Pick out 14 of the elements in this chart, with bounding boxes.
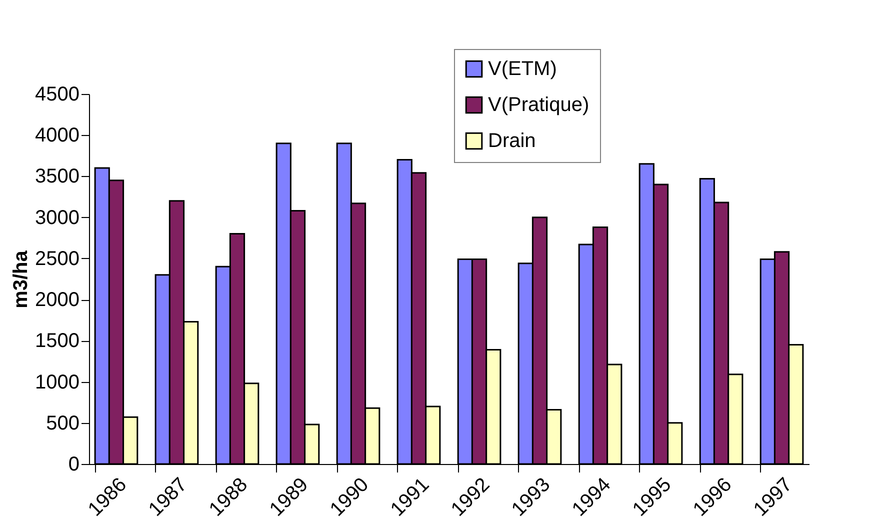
y-tick-label: 0 (68, 454, 80, 476)
y-tick-label: 500 (46, 412, 80, 434)
y-tick-label: 2500 (35, 248, 80, 270)
y-tick-label: 4000 (35, 124, 80, 147)
y-tick-label: 3000 (35, 206, 80, 229)
y-axis-title: m3/ha (10, 250, 32, 308)
y-tick-label: 1000 (35, 371, 80, 394)
legend-label: V(Pratique) (488, 94, 590, 116)
y-tick-label: 4500 (35, 84, 80, 106)
legend-label: Drain (488, 130, 536, 152)
y-tick-label: 3500 (35, 166, 80, 188)
legend-label: V(ETM) (488, 58, 557, 80)
y-tick-label: 1500 (35, 330, 80, 352)
y-tick-label: 2000 (35, 289, 80, 312)
